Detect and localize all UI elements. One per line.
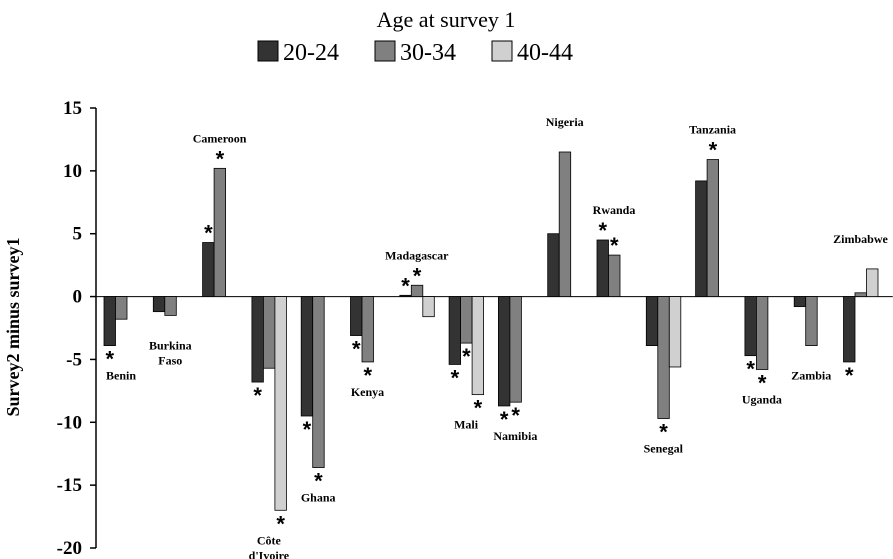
significance-marker: * [413,263,422,288]
category-label: Nigeria [546,115,584,129]
category-label: Benin [106,369,136,383]
bar-40-44 [471,296,485,396]
bar-20-24 [645,296,659,347]
category-label: Kenya [351,385,384,399]
bar-30-34 [706,159,719,297]
bar-40-44 [668,296,682,368]
bar-30-34 [460,296,473,344]
bar-20-24 [202,242,215,297]
bar-30-34 [115,296,128,320]
y-tick-label: -15 [57,475,82,496]
y-tick-label: 5 [73,224,83,245]
significance-marker: * [659,420,668,445]
bar-30-34 [558,151,572,297]
significance-marker: * [758,370,767,395]
significance-marker: * [500,407,509,432]
bar-20-24 [497,296,511,407]
category-label: Mali [454,418,479,432]
bar-40-44 [274,296,287,511]
bar-30-34 [361,296,374,363]
category-label: Senegal [644,442,684,456]
significance-marker: * [845,363,854,388]
significance-marker: * [511,403,520,428]
legend-swatch-30-34 [374,40,396,62]
legend-title: Age at survey 1 [377,7,516,32]
bar-20-24 [300,296,314,417]
significance-marker: * [352,337,361,362]
y-tick-label: -20 [57,538,82,559]
legend-label-30-34: 30-34 [400,40,456,66]
significance-marker: * [276,511,285,536]
bar-20-24 [103,296,116,347]
category-label: Uganda [742,392,782,406]
bar-30-34 [410,284,424,297]
significance-marker: * [746,357,755,382]
bar-30-34 [756,296,769,370]
significance-marker: * [401,273,410,298]
significance-marker: * [303,417,312,442]
bar-20-24 [744,296,757,357]
legend-swatch-40-44 [491,40,513,62]
plot-area: 151050-5-10-15-20*BeninBurkinaFaso**Came… [57,98,893,559]
significance-marker: * [598,218,607,243]
category-label: Côte [257,533,282,547]
category-label: Ghana [301,491,336,505]
bar-20-24 [596,239,609,297]
bar-30-34 [657,296,670,419]
category-label: Namibia [493,429,537,443]
category-label: Zimbabwe [833,232,888,246]
bar-30-34 [854,292,867,297]
bar-30-34 [805,296,818,347]
bar-20-24 [350,296,363,336]
legend-label-40-44: 40-44 [517,40,573,66]
y-tick-label: -10 [57,412,82,433]
bar-20-24 [152,296,166,313]
significance-marker: * [462,344,471,369]
significance-marker: * [253,383,262,408]
significance-marker: * [610,233,619,258]
bar-40-44 [422,296,435,318]
category-label: Tanzania [689,123,736,137]
significance-marker: * [709,138,718,163]
y-tick-label: -5 [66,349,82,370]
legend-label-20-24: 20-24 [283,40,339,66]
bar-20-24 [695,180,708,297]
y-tick-label: 10 [63,161,82,182]
category-label: Cameroon [193,131,247,145]
bar-30-34 [509,296,522,403]
significance-marker: * [105,347,114,372]
significance-marker: * [451,365,460,390]
bar-20-24 [448,296,462,365]
category-label: Madagascar [385,248,449,262]
category-label: d'Ivoire [249,548,290,559]
significance-marker: * [204,221,213,246]
category-label: Burkina [149,338,192,352]
category-label: Faso [158,353,182,367]
bar-30-34 [312,296,325,468]
bar-30-34 [164,296,177,316]
bar-20-24 [547,233,560,297]
category-label: Zambia [791,369,831,383]
significance-marker: * [314,469,323,494]
category-label: Rwanda [593,203,636,217]
significance-marker: * [216,146,225,171]
bar-20-24 [843,296,856,363]
significance-marker: * [363,363,372,388]
y-axis-label: Survey2 minus survey1 [3,237,23,416]
y-tick-label: 15 [63,98,82,119]
bar-30-34 [608,254,621,297]
legend-swatch-20-24 [257,40,279,62]
significance-marker: * [474,396,483,421]
bar-40-44 [866,268,879,297]
legend: Age at survey 1 20-24 30-34 40-44 [257,7,573,66]
bar-20-24 [793,296,807,308]
bar-20-24 [251,296,264,383]
bar-30-34 [262,296,276,369]
y-tick-label: 0 [73,287,83,308]
bar-30-34 [213,167,227,297]
